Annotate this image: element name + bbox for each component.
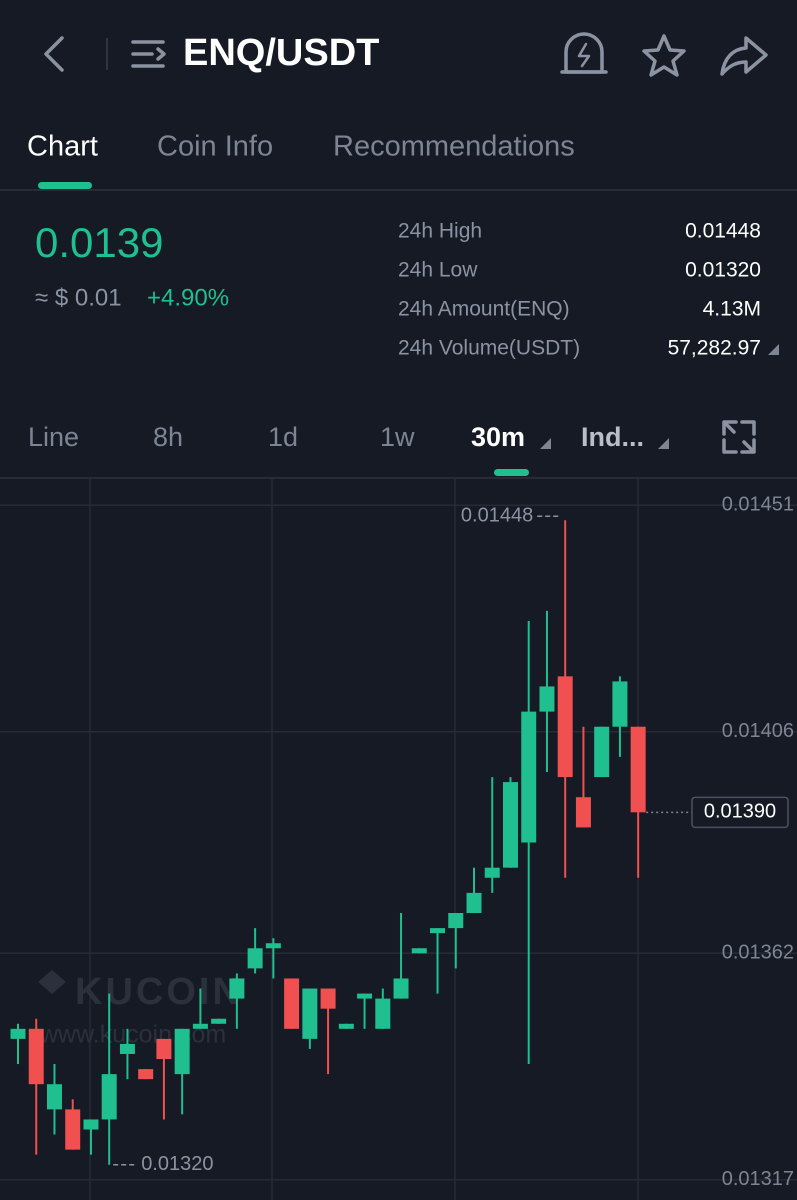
stat-value: 0.01320 (685, 259, 761, 282)
pair-title: ENQ/USDT (183, 32, 379, 74)
timeframe[interactable]: Line (28, 422, 79, 452)
fullscreen-icon[interactable] (722, 420, 756, 454)
timeframe-active[interactable]: 30m (471, 422, 525, 452)
candle-body (630, 726, 646, 813)
candle-body (229, 978, 245, 999)
candle-body (83, 1119, 99, 1130)
share-icon[interactable] (720, 36, 768, 76)
alert-icon[interactable] (560, 32, 608, 74)
stat-label: 24h Low (398, 259, 478, 282)
candle-body (192, 1023, 208, 1029)
last-price: 0.0139 (35, 219, 163, 266)
candle-body (119, 1043, 135, 1054)
candle-body (302, 988, 318, 1039)
candle-body (247, 948, 263, 969)
candle-body (320, 988, 336, 1009)
expand-arrow[interactable] (768, 344, 779, 355)
menu-icon[interactable] (131, 40, 166, 68)
favorite-icon[interactable] (642, 34, 686, 77)
y-tick-label: 0.01362 (722, 942, 794, 964)
grid-layer (0, 504, 797, 1181)
candle-body (65, 1109, 81, 1150)
candle-body (484, 867, 500, 878)
timeframe[interactable]: 8h (153, 422, 183, 452)
stat-value: 4.13M (703, 298, 761, 321)
stat-label: 24h Volume(USDT) (398, 337, 580, 360)
candle-body (575, 797, 591, 828)
candle-body (174, 1028, 190, 1075)
y-tick-label: 0.01406 (722, 720, 794, 742)
tab[interactable]: Coin Info (157, 131, 273, 163)
candle-body (284, 978, 300, 1029)
candle-body (28, 1028, 44, 1085)
watermark-logo (38, 970, 66, 994)
candle-body (338, 1023, 354, 1029)
high-label: 0.01448 (461, 505, 533, 527)
candle-body (101, 1074, 117, 1120)
candle-body (557, 676, 573, 778)
candle-body (156, 1038, 172, 1060)
candle-body (430, 928, 446, 934)
tab[interactable]: Recommendations (333, 131, 575, 163)
last-price-label: 0.01390 (704, 801, 776, 823)
candle-body (357, 993, 373, 999)
candle-body (521, 711, 537, 843)
stat-value: 57,282.97 (668, 337, 761, 360)
timeframe[interactable]: 1w (380, 422, 415, 452)
candle-body (411, 948, 427, 954)
indicators[interactable]: Ind... (581, 422, 644, 452)
dropdown-arrow (540, 438, 551, 449)
timeframe[interactable]: 1d (268, 422, 298, 452)
last-price-tag (691, 796, 789, 829)
candle-body (265, 943, 281, 949)
stat-label: 24h Amount(ENQ) (398, 298, 570, 321)
dropdown-arrow (658, 438, 669, 449)
timeframe-indicator (494, 469, 529, 476)
candle-body (539, 686, 555, 712)
stat-value: 0.01448 (685, 220, 761, 243)
candle-body (46, 1084, 62, 1110)
candle-body (448, 913, 464, 929)
low-label: 0.01320 (141, 1153, 213, 1175)
candle-body (502, 782, 518, 868)
price-change: +4.90% (147, 284, 229, 311)
y-tick-label: 0.01317 (722, 1168, 794, 1190)
watermark-brand: KUCOIN (75, 971, 243, 1013)
y-tick-label: 0.01451 (722, 493, 794, 515)
tab-indicator (38, 182, 92, 189)
candle-body (612, 681, 628, 727)
fiat-price: ≈ $ 0.01 (35, 284, 122, 311)
candle-body (466, 892, 482, 914)
candle-body (594, 726, 610, 778)
candle-body (375, 998, 391, 1029)
tab-active[interactable]: Chart (27, 131, 98, 163)
candle-body (211, 1018, 227, 1024)
candle-layer (10, 520, 646, 1165)
candle-body (393, 978, 409, 999)
back-button[interactable] (44, 36, 64, 72)
candle-body (138, 1069, 154, 1080)
stat-label: 24h High (398, 220, 482, 243)
candle-body (10, 1028, 26, 1039)
